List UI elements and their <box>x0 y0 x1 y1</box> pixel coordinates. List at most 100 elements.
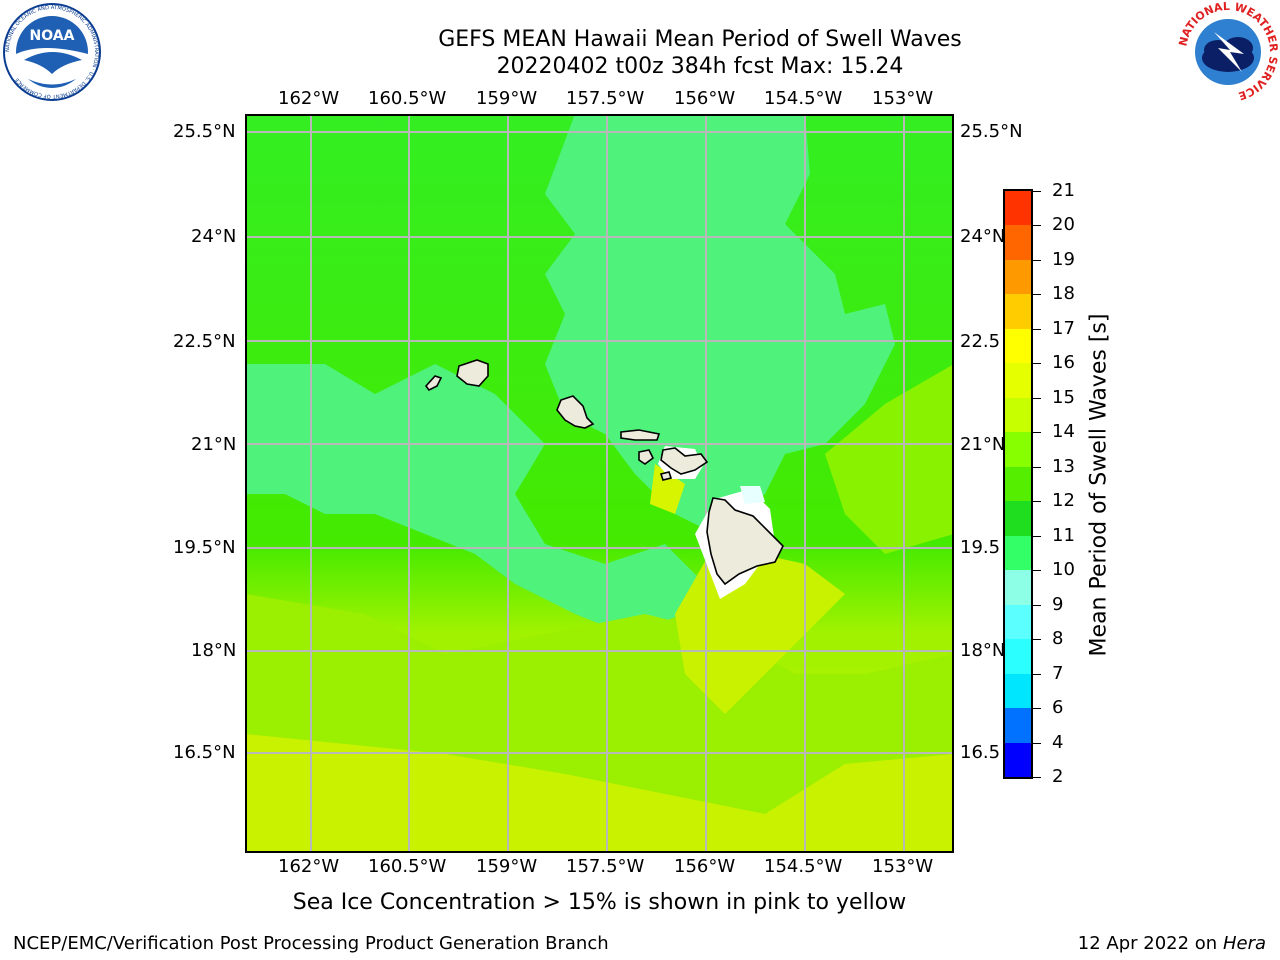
colorbar-tick-label: 14 <box>1052 421 1075 443</box>
colorbar-tick <box>1033 225 1041 227</box>
lat-tick-left: 25.5°N <box>173 121 236 142</box>
lat-tick-right: 24°N <box>960 226 1006 247</box>
lon-tick-bottom: 157.5°W <box>566 856 645 877</box>
colorbar-tick <box>1033 570 1041 572</box>
lat-tick-left: 21°N <box>191 434 237 455</box>
colorbar-tick-label: 4 <box>1052 731 1064 753</box>
colorbar-tick <box>1033 294 1041 296</box>
lon-tick-top: 156°W <box>674 88 736 109</box>
colorbar-segment <box>1005 224 1031 260</box>
colorbar-segment <box>1005 259 1031 295</box>
colorbar-tick <box>1033 397 1041 399</box>
colorbar-tick-label: 21 <box>1052 180 1075 201</box>
colorbar-tick-label: 20 <box>1052 214 1075 236</box>
colorbar-tick <box>1033 708 1041 710</box>
colorbar-segment <box>1005 638 1031 674</box>
colorbar-segment <box>1005 466 1031 502</box>
noaa-logo: NOAA NATIONAL OCEANIC AND ATMOSPHERIC AD… <box>2 2 102 102</box>
colorbar-tick-label: 15 <box>1052 386 1075 408</box>
lat-tick-right: 19.5 <box>960 537 1001 558</box>
lon-tick-top: 159°W <box>476 88 538 109</box>
colorbar-segment <box>1005 742 1031 777</box>
lon-tick-bottom: 154.5°W <box>764 856 843 877</box>
lon-tick-bottom: 153°W <box>872 856 934 877</box>
chart-subtitle: 20220402 t00z 384h fcst Max: 15.24 <box>496 54 904 79</box>
swell-contour-10-11 <box>245 364 705 634</box>
colorbar-tick-label: 6 <box>1052 697 1064 719</box>
island-oahu <box>556 395 595 429</box>
swell-contour-10-11 <box>705 314 765 374</box>
colorbar-tick <box>1033 535 1041 537</box>
lat-tick-left: 24°N <box>191 226 237 247</box>
colorbar-segment <box>1005 569 1031 605</box>
lon-tick-bottom: 162°W <box>278 856 340 877</box>
colorbar-segment <box>1005 535 1031 571</box>
lon-tick-top: 157.5°W <box>566 88 645 109</box>
lat-tick-left: 19.5°N <box>173 537 236 558</box>
lat-tick-right: 16.5 <box>960 742 1001 763</box>
lat-tick-right: 21°N <box>960 434 1006 455</box>
colorbar-segment <box>1005 673 1031 709</box>
colorbar-segment <box>1005 500 1031 536</box>
colorbar-segment <box>1005 293 1031 329</box>
lon-tick-top: 154.5°W <box>764 88 843 109</box>
colorbar-tick <box>1033 191 1041 192</box>
colorbar-tick-label: 18 <box>1052 283 1075 305</box>
swell-contour-12-13 <box>825 364 954 554</box>
colorbar-segment <box>1005 362 1031 398</box>
colorbar-tick-label: 7 <box>1052 662 1064 684</box>
footer-host: Hera <box>1222 933 1266 954</box>
swell-contour-12-13 <box>245 594 954 814</box>
colorbar-tick-label: 10 <box>1052 559 1075 581</box>
lat-tick-right: 25.5°N <box>960 121 1023 142</box>
footer-date: 12 Apr 2022 on Hera <box>1078 933 1266 954</box>
swell-contour-13-14 <box>245 734 954 853</box>
colorbar-tick-label: 16 <box>1052 352 1075 374</box>
colorbar-tick <box>1033 742 1041 744</box>
island-maui <box>660 447 709 475</box>
lon-tick-top: 153°W <box>872 88 934 109</box>
island-niihau <box>424 375 443 392</box>
lon-tick-bottom: 159°W <box>476 856 538 877</box>
lon-tick-bottom: 160.5°W <box>368 856 447 877</box>
colorbar-tick <box>1033 501 1041 503</box>
footer-date-text: 12 Apr 2022 on <box>1077 933 1218 954</box>
island-molokai <box>620 429 661 441</box>
footer-credit: NCEP/EMC/Verification Post Processing Pr… <box>13 933 609 954</box>
colorbar-tick-label: 2 <box>1052 766 1064 787</box>
lon-tick-top: 160.5°W <box>368 88 447 109</box>
colorbar-segment <box>1005 328 1031 364</box>
swell-contour-13-14 <box>650 464 685 514</box>
lat-tick-left: 16.5°N <box>173 742 236 763</box>
lon-tick-bottom: 156°W <box>674 856 736 877</box>
colorbar-segment <box>1005 397 1031 433</box>
map-frame <box>245 114 954 853</box>
colorbar-segment <box>1005 190 1031 226</box>
colorbar-tick <box>1033 363 1041 365</box>
lat-tick-left: 22.5°N <box>173 331 236 352</box>
colorbar-segment <box>1005 707 1031 743</box>
colorbar-tick-label: 12 <box>1052 490 1075 512</box>
chart-title: GEFS MEAN Hawaii Mean Period of Swell Wa… <box>438 27 962 52</box>
colorbar-tick-label: 11 <box>1052 524 1075 546</box>
nws-logo: NATIONAL WEATHER SERVICE <box>1176 0 1280 103</box>
sea-ice-note: Sea Ice Concentration > 15% is shown in … <box>292 890 907 915</box>
island-kahoolawe <box>659 471 673 481</box>
colorbar-tick-label: 17 <box>1052 317 1075 339</box>
colorbar-segment <box>1005 604 1031 640</box>
colorbar <box>1003 189 1033 779</box>
lat-tick-left: 18°N <box>191 640 237 661</box>
colorbar-tick-label: 13 <box>1052 455 1075 477</box>
colorbar-tick-label: 9 <box>1052 593 1064 615</box>
colorbar-segment <box>1005 431 1031 467</box>
colorbar-tick-label: 19 <box>1052 248 1075 270</box>
svg-text:NOAA: NOAA <box>30 28 75 44</box>
colorbar-tick <box>1033 328 1041 330</box>
island-hawaii <box>706 497 784 586</box>
lon-tick-top: 162°W <box>278 88 340 109</box>
colorbar-tick <box>1033 259 1041 261</box>
lat-tick-right: 22.5 <box>960 331 1001 352</box>
island-kauai <box>456 359 489 387</box>
colorbar-tick <box>1033 673 1041 675</box>
colorbar-tick <box>1033 432 1041 434</box>
